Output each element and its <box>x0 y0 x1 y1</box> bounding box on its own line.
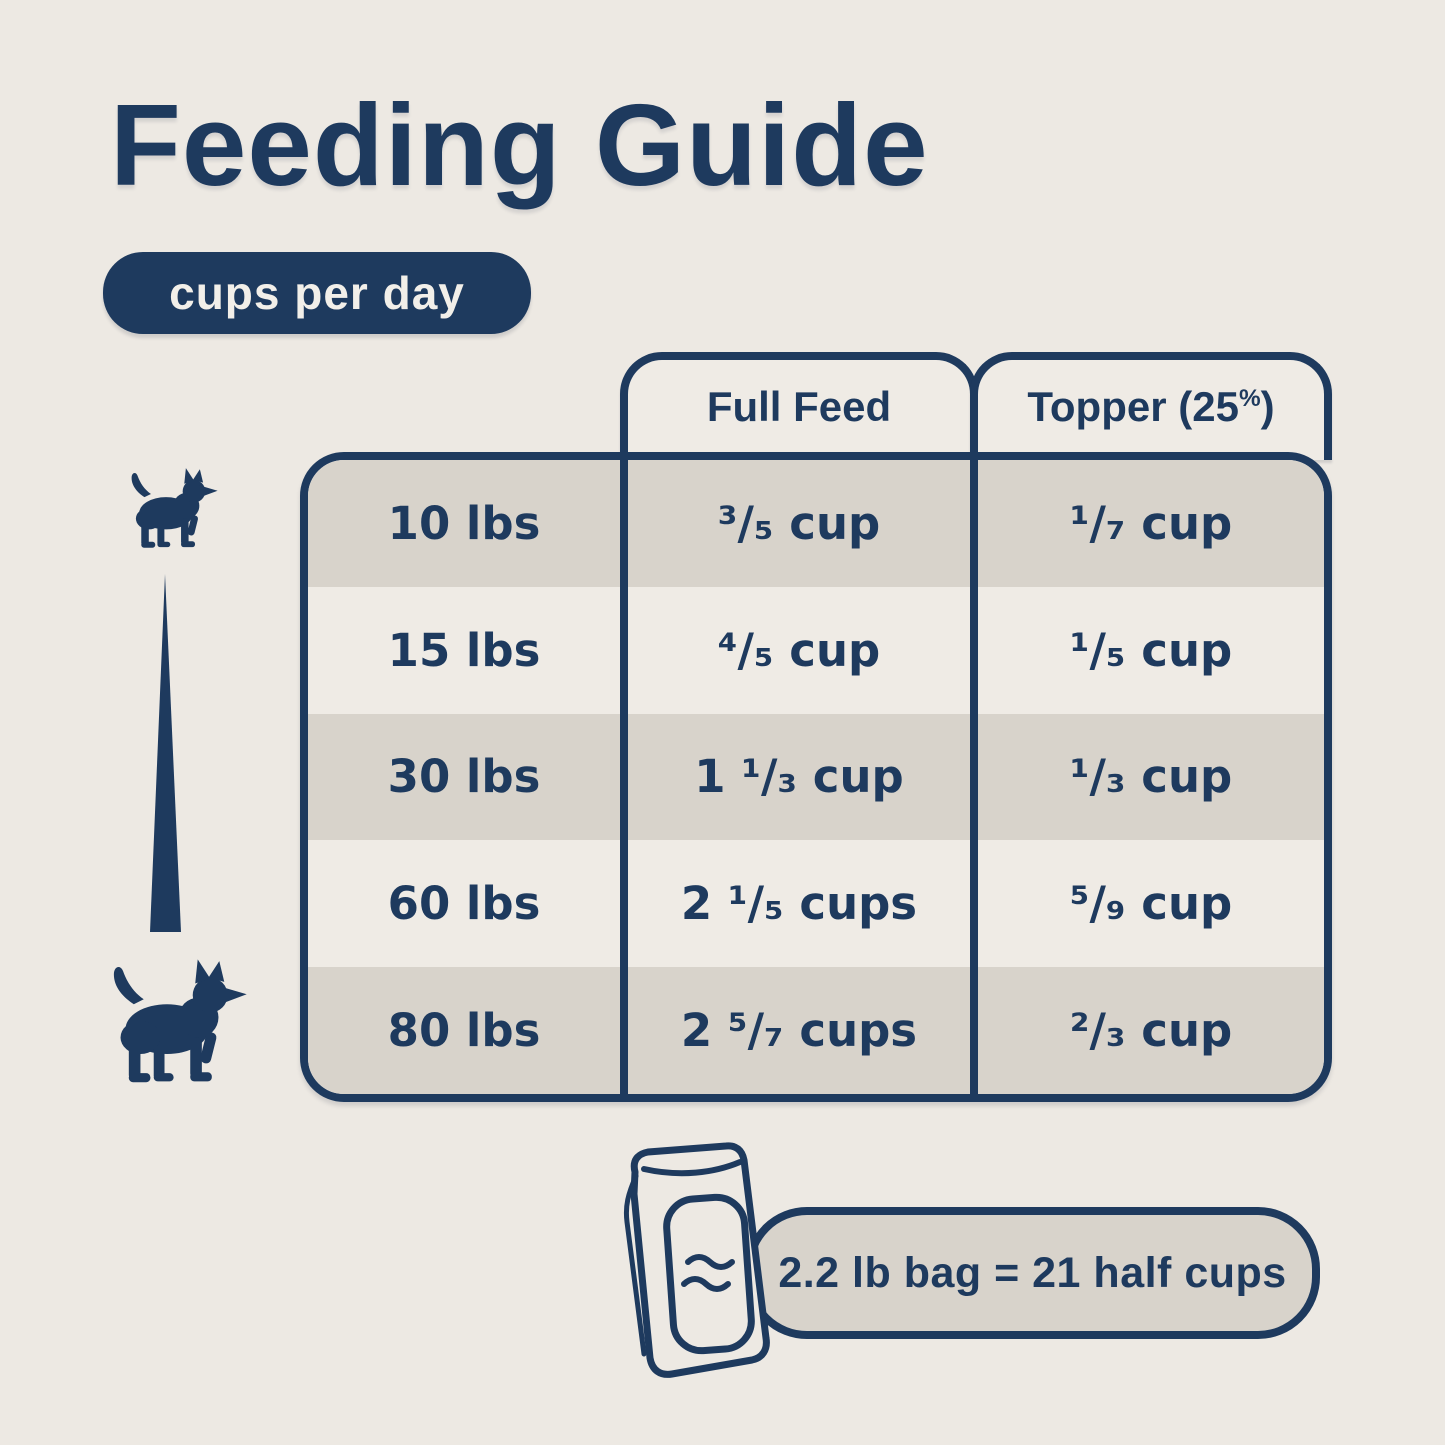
weight-cell: 60 lbs <box>308 840 620 968</box>
feeding-table: 10 lbs ³/₅ cup ¹/₇ cup 15 lbs ⁴/₅ cup ¹/… <box>300 452 1332 1102</box>
dog-food-bag-icon <box>623 1142 770 1378</box>
bag-yield-note-label: 2.2 lb bag = 21 half cups <box>778 1248 1287 1297</box>
full-feed-cell: ³/₅ cup <box>620 460 970 587</box>
full-feed-cell: 2 ¹/₅ cups <box>620 840 970 968</box>
page-title: Feeding Guide <box>110 80 929 210</box>
topper-header-label: Topper (25%) <box>1027 383 1275 430</box>
weight-cell: 30 lbs <box>308 713 620 841</box>
topper-cell: ¹/₅ cup <box>970 586 1324 714</box>
full-feed-cell: 2 ⁵/₇ cups <box>620 967 970 1094</box>
full-feed-cell: 1 ¹/₃ cup <box>620 713 970 841</box>
full-feed-header-label: Full Feed <box>706 383 892 430</box>
units-badge-label: cups per day <box>169 267 465 319</box>
large-dog-icon <box>113 959 247 1083</box>
column-header-topper: Topper (25%) <box>970 352 1332 460</box>
bag-yield-note: 2.2 lb bag = 21 half cups <box>745 1207 1320 1339</box>
small-dog-icon <box>131 468 218 548</box>
full-feed-cell: ⁴/₅ cup <box>620 586 970 714</box>
topper-cell: ¹/₇ cup <box>970 460 1324 587</box>
weight-cell: 15 lbs <box>308 586 620 714</box>
weight-cell: 10 lbs <box>308 460 620 587</box>
topper-cell: ⁵/₉ cup <box>970 840 1324 968</box>
topper-cell: ²/₃ cup <box>970 967 1324 1094</box>
column-header-full-feed: Full Feed <box>620 352 978 460</box>
units-badge: cups per day <box>103 252 531 334</box>
topper-cell: ¹/₃ cup <box>970 713 1324 841</box>
weight-cell: 80 lbs <box>308 967 620 1094</box>
weight-range-triangle-icon <box>150 574 181 932</box>
